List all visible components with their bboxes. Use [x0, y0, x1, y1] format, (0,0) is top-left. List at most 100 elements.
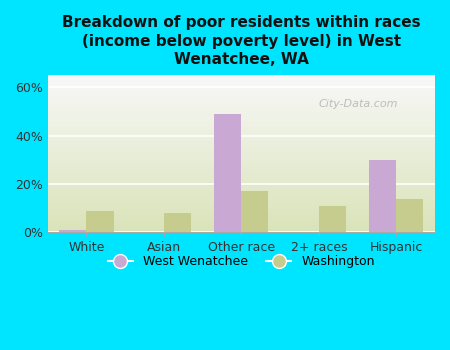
Bar: [48, 130, 435, 132]
Bar: [48, 226, 435, 228]
Bar: [48, 143, 435, 145]
Bar: [48, 80, 435, 82]
Bar: [48, 114, 435, 116]
Bar: [48, 86, 435, 88]
Bar: [48, 146, 435, 148]
Bar: [48, 162, 435, 163]
Bar: [48, 145, 435, 146]
Bar: [48, 122, 435, 124]
Bar: [48, 207, 435, 209]
Bar: [48, 191, 435, 193]
Bar: [48, 165, 435, 166]
Bar: [48, 127, 435, 129]
Bar: [48, 100, 435, 102]
Bar: [48, 177, 435, 179]
Bar: [48, 201, 435, 203]
Bar: [48, 132, 435, 133]
Bar: [48, 159, 435, 160]
Bar: [48, 195, 435, 196]
Bar: [48, 215, 435, 217]
Bar: [48, 118, 435, 119]
Bar: [48, 148, 435, 149]
Bar: [48, 181, 435, 182]
Bar: [48, 214, 435, 215]
Bar: [48, 149, 435, 151]
Bar: [48, 141, 435, 143]
Bar: [48, 206, 435, 207]
Bar: [48, 155, 435, 157]
Bar: [48, 176, 435, 177]
Bar: [48, 129, 435, 130]
Bar: [48, 184, 435, 185]
Bar: [48, 225, 435, 226]
Bar: [48, 163, 435, 165]
Bar: [48, 138, 435, 140]
Bar: [48, 204, 435, 206]
Bar: [48, 88, 435, 90]
Bar: [48, 196, 435, 198]
Bar: [396, 198, 423, 232]
Bar: [48, 151, 435, 152]
Bar: [48, 93, 435, 94]
Bar: [48, 174, 435, 176]
Bar: [214, 114, 241, 232]
Bar: [48, 166, 435, 168]
Bar: [48, 82, 435, 83]
Bar: [59, 230, 86, 232]
Bar: [48, 124, 435, 126]
Bar: [48, 193, 435, 195]
Bar: [48, 198, 435, 199]
Bar: [48, 168, 435, 169]
Title: Breakdown of poor residents within races
(income below poverty level) in West
We: Breakdown of poor residents within races…: [62, 15, 421, 67]
Bar: [48, 169, 435, 171]
Bar: [48, 182, 435, 184]
Bar: [48, 90, 435, 91]
Bar: [48, 119, 435, 121]
Bar: [48, 218, 435, 220]
Bar: [48, 121, 435, 122]
Bar: [369, 160, 396, 232]
Bar: [48, 209, 435, 210]
Bar: [48, 83, 435, 85]
Bar: [48, 229, 435, 231]
Bar: [48, 220, 435, 222]
Bar: [48, 97, 435, 99]
Bar: [86, 211, 113, 232]
Text: City-Data.com: City-Data.com: [319, 99, 398, 108]
Bar: [48, 185, 435, 187]
Bar: [48, 133, 435, 135]
Bar: [319, 206, 346, 232]
Bar: [48, 91, 435, 93]
Bar: [48, 199, 435, 201]
Bar: [48, 203, 435, 204]
Bar: [48, 99, 435, 100]
Bar: [48, 105, 435, 107]
Bar: [241, 191, 269, 232]
Bar: [48, 75, 435, 77]
Bar: [48, 126, 435, 127]
Bar: [48, 94, 435, 96]
Bar: [48, 77, 435, 78]
Bar: [48, 188, 435, 190]
Bar: [48, 116, 435, 118]
Bar: [48, 108, 435, 110]
Bar: [48, 212, 435, 214]
Bar: [48, 107, 435, 108]
Legend: West Wenatchee, Washington: West Wenatchee, Washington: [103, 250, 380, 273]
Bar: [48, 179, 435, 181]
Bar: [48, 228, 435, 229]
Bar: [48, 223, 435, 225]
Bar: [48, 78, 435, 80]
Bar: [48, 111, 435, 113]
Bar: [48, 136, 435, 138]
Bar: [48, 173, 435, 174]
Bar: [48, 190, 435, 191]
Bar: [48, 222, 435, 223]
Bar: [48, 171, 435, 173]
Bar: [48, 160, 435, 162]
Bar: [48, 85, 435, 86]
Bar: [164, 213, 191, 232]
Bar: [48, 231, 435, 232]
Bar: [48, 96, 435, 97]
Bar: [48, 157, 435, 159]
